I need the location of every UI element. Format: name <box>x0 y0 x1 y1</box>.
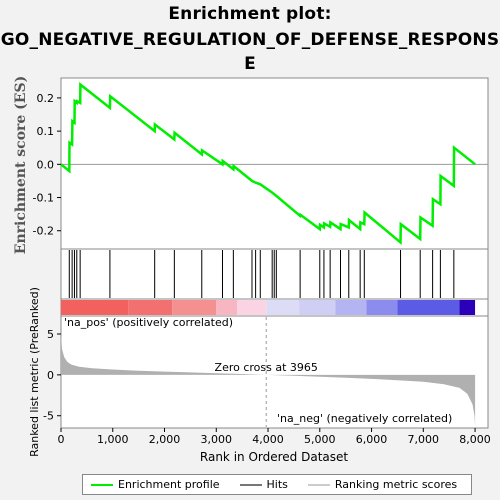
metric-tick-label: 5 <box>47 328 54 341</box>
pos-label: 'na_pos' (positively correlated) <box>64 316 233 329</box>
x-tick-label: 2,000 <box>149 433 181 446</box>
title-line-2: GO_NEGATIVE_REGULATION_OF_DEFENSE_RESPON… <box>0 30 500 50</box>
heat-band <box>266 300 300 315</box>
x-axis: 0 1,000 2,000 3,000 4,000 5,000 6,000 7,000 8,00… <box>58 428 491 446</box>
heat-band <box>61 300 129 315</box>
heat-band <box>335 300 367 315</box>
es-panel <box>60 77 489 250</box>
metric-axis: 5 0 -5 <box>43 328 61 423</box>
neg-label: 'na_neg' (negatively correlated) <box>277 412 452 425</box>
legend-hits: Hits <box>239 478 288 491</box>
es-tick-label: -0.2 <box>33 225 54 238</box>
legend-es: Enrichment profile <box>91 478 220 491</box>
heat-band <box>236 300 267 315</box>
metric-axis-label: Ranked list metric (PreRanked) <box>28 287 41 457</box>
heat-band <box>397 300 460 315</box>
heat-band <box>216 300 237 315</box>
es-tick-label: 0.1 <box>37 125 55 138</box>
x-tick-label: 6,000 <box>356 433 388 446</box>
title-line-3: E <box>244 54 256 74</box>
x-axis-label: Rank in Ordered Dataset <box>200 450 348 464</box>
metric-tick-label: -5 <box>43 410 54 423</box>
es-tick-label: -0.1 <box>33 192 54 205</box>
title-line-1: Enrichment plot: <box>168 4 332 24</box>
legend-metric: Ranking metric scores <box>307 478 458 491</box>
legend-es-label: Enrichment profile <box>118 478 220 491</box>
es-profile-line <box>60 82 476 246</box>
es-axis: 0.2 0.1 0.0 -0.1 -0.2 <box>33 92 61 238</box>
x-tick-label: 4,000 <box>252 433 284 446</box>
legend: Enrichment profile Hits Ranking metric s… <box>82 474 472 495</box>
es-axis-label: Enrichment score (ES) <box>13 76 29 254</box>
legend-es-swatch <box>91 483 113 486</box>
heat-band <box>172 300 217 315</box>
x-tick-label: 1,000 <box>97 433 129 446</box>
es-tick-label: 0.2 <box>37 92 55 105</box>
x-tick-label: 0 <box>58 433 65 446</box>
legend-metric-label: Ranking metric scores <box>334 478 458 491</box>
legend-metric-swatch <box>307 483 330 486</box>
heat-band <box>299 300 336 315</box>
legend-hits-swatch <box>239 483 262 486</box>
legend-hits-label: Hits <box>266 478 288 491</box>
x-tick-label: 3,000 <box>201 433 233 446</box>
x-tick-label: 5,000 <box>304 433 336 446</box>
metric-tick-label: 0 <box>47 369 54 382</box>
heat-band <box>459 300 476 315</box>
heat-band <box>128 300 173 315</box>
x-tick-label: 7,000 <box>408 433 440 446</box>
x-tick-label: 8,000 <box>459 433 491 446</box>
zero-cross-label: Zero cross at 3965 <box>215 361 318 374</box>
heat-band <box>366 300 398 315</box>
rank-heat-bar <box>61 300 476 315</box>
es-tick-label: 0.0 <box>37 158 55 171</box>
hit-markers <box>68 250 455 298</box>
